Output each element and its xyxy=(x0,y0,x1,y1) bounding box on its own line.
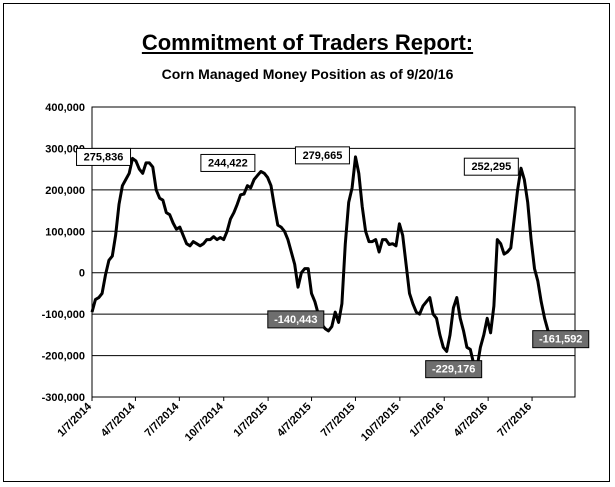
y-tick-label: 0 xyxy=(79,268,85,280)
series-line xyxy=(90,155,570,370)
data-label: 279,665 xyxy=(294,146,350,165)
y-tick-label: 100,000 xyxy=(45,226,85,238)
data-label-text: 244,422 xyxy=(208,157,248,169)
data-label-box xyxy=(267,310,325,329)
y-tick-label: 300,000 xyxy=(45,143,85,155)
y-tick-label: -100,000 xyxy=(42,309,85,321)
x-tick-label: 1/7/2015 xyxy=(231,401,270,440)
data-label: -229,176 xyxy=(425,360,483,379)
x-tick-label: 10/7/2015 xyxy=(359,401,402,444)
y-tick-label: -300,000 xyxy=(42,392,85,404)
data-label: 244,422 xyxy=(200,153,256,172)
chart-title: Commitment of Traders Report: xyxy=(141,30,474,55)
x-tick-label: 7/7/2016 xyxy=(495,401,534,440)
data-label-box xyxy=(425,360,483,379)
x-tick-label: 1/7/2016 xyxy=(408,401,447,440)
data-label-text: -161,592 xyxy=(539,334,582,346)
x-tick-label: 10/7/2014 xyxy=(183,400,227,444)
data-label-box xyxy=(76,147,132,166)
data-label-text: 279,665 xyxy=(303,150,343,162)
data-label: 275,836 xyxy=(76,147,132,166)
data-label: 252,295 xyxy=(463,157,519,176)
data-label: -140,443 xyxy=(267,310,325,329)
y-tick-label: 400,000 xyxy=(45,102,85,114)
data-label-text: -140,443 xyxy=(274,314,317,326)
y-tick-label: 200,000 xyxy=(45,185,85,197)
x-tick-label: 7/7/2015 xyxy=(319,401,358,440)
y-axis: 400,000 300,000 200,000 100,000 0 -100,000 -20… xyxy=(42,102,85,404)
data-label-box xyxy=(200,153,256,172)
data-label-box xyxy=(532,330,590,349)
x-tick-label: 4/7/2015 xyxy=(275,401,314,440)
data-label-box xyxy=(463,157,519,176)
data-label-text: 275,836 xyxy=(84,151,124,163)
data-label-text: -229,176 xyxy=(432,364,475,376)
chart-frame xyxy=(3,3,610,482)
x-tick-label: 4/7/2014 xyxy=(99,400,138,439)
data-label: -161,592 xyxy=(532,330,590,349)
data-label-text: 252,295 xyxy=(471,161,511,173)
x-tick-label: 7/7/2014 xyxy=(143,400,182,439)
y-tick-label: -200,000 xyxy=(42,351,85,363)
data-label-box xyxy=(294,146,350,165)
x-tick-label: 1/7/2014 xyxy=(55,400,94,439)
annotations: 275,836 244,422 279,665 252,295 -140,443 -229… xyxy=(76,146,590,379)
x-axis: 1/7/2014 4/7/2014 7/7/2014 10/7/2014 1/7/201… xyxy=(55,397,534,444)
gridlines xyxy=(92,106,575,398)
x-tick-label: 4/7/2016 xyxy=(451,401,490,440)
chart-subtitle: Corn Managed Money Position as of 9/20/1… xyxy=(161,66,454,82)
